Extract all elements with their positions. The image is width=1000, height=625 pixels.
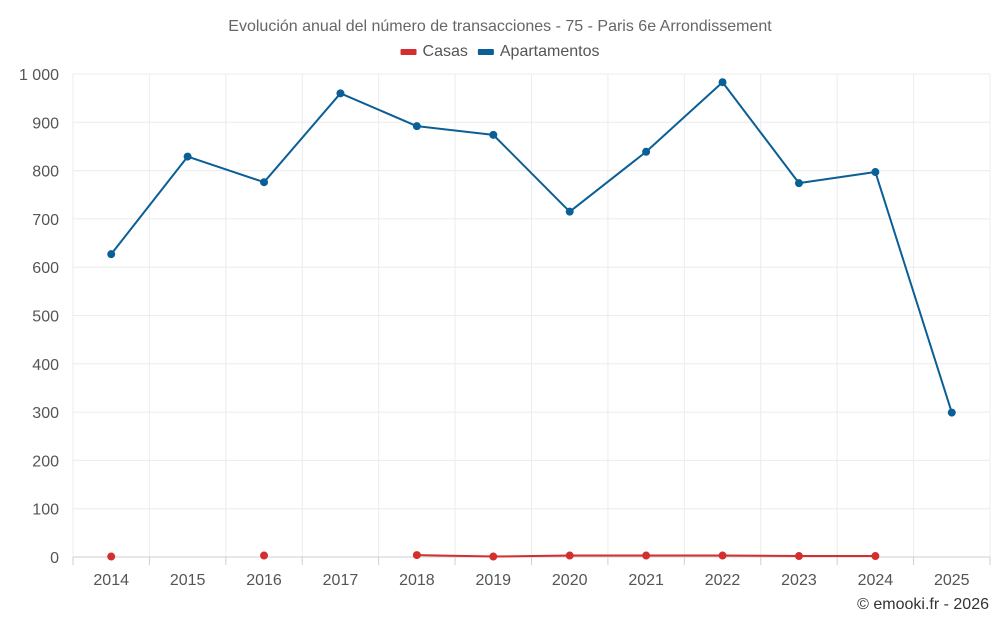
legend-item-casas[interactable]: Casas bbox=[400, 43, 468, 60]
series-apartamentos bbox=[107, 78, 956, 417]
data-point[interactable] bbox=[260, 178, 269, 187]
series-casas bbox=[107, 551, 880, 561]
series-line bbox=[110, 81, 953, 413]
x-tick-label: 2018 bbox=[399, 572, 435, 589]
y-tick-label: 900 bbox=[32, 115, 59, 132]
x-tick-label: 2020 bbox=[552, 572, 588, 589]
data-point[interactable] bbox=[412, 122, 421, 131]
y-tick-label: 1 000 bbox=[19, 67, 59, 84]
y-tick-label: 500 bbox=[32, 309, 59, 326]
data-point[interactable] bbox=[107, 552, 116, 561]
legend: Casas Apartamentos bbox=[400, 43, 600, 60]
data-point[interactable] bbox=[642, 147, 651, 156]
x-tick-label: 2022 bbox=[705, 572, 741, 589]
legend-swatch bbox=[400, 49, 417, 55]
data-point[interactable] bbox=[718, 78, 727, 87]
x-axis: 2014 2015 2016 2017 2018 2019 2020 2021 2022 2023… bbox=[72, 556, 991, 589]
y-tick-label: 0 bbox=[50, 550, 59, 567]
x-tick-label: 2023 bbox=[781, 572, 817, 589]
data-point[interactable] bbox=[871, 168, 880, 177]
y-tick-label: 800 bbox=[32, 164, 59, 181]
x-tick-label: 2025 bbox=[934, 572, 970, 589]
y-tick-label: 200 bbox=[32, 453, 59, 470]
x-tick-label: 2019 bbox=[475, 572, 511, 589]
data-point[interactable] bbox=[794, 552, 803, 561]
y-tick-label: 400 bbox=[32, 357, 59, 374]
legend-swatch bbox=[477, 49, 494, 55]
chart-title: Evolución anual del número de transaccio… bbox=[228, 18, 772, 35]
y-tick-label: 100 bbox=[32, 502, 59, 519]
x-tick-label: 2021 bbox=[628, 572, 664, 589]
x-tick-label: 2015 bbox=[170, 572, 206, 589]
data-point[interactable] bbox=[336, 89, 345, 98]
x-tick-label: 2024 bbox=[858, 572, 894, 589]
data-point[interactable] bbox=[260, 551, 269, 560]
data-point[interactable] bbox=[107, 250, 116, 259]
credit-text: © emooki.fr - 2026 bbox=[857, 596, 989, 613]
data-point[interactable] bbox=[565, 207, 574, 216]
legend-item-apartamentos[interactable]: Apartamentos bbox=[477, 43, 600, 60]
y-tick-label: 300 bbox=[32, 405, 59, 422]
x-tick-label: 2017 bbox=[323, 572, 359, 589]
data-point[interactable] bbox=[489, 130, 498, 139]
data-point[interactable] bbox=[412, 551, 421, 560]
data-point[interactable] bbox=[183, 152, 192, 161]
x-tick-label: 2016 bbox=[246, 572, 282, 589]
data-point[interactable] bbox=[871, 552, 880, 561]
y-axis: 0 100 200 300 400 500 600 700 800 900 1 000 bbox=[19, 67, 59, 567]
data-point[interactable] bbox=[642, 551, 651, 560]
legend-label: Casas bbox=[423, 43, 468, 60]
data-point[interactable] bbox=[489, 552, 498, 561]
grid bbox=[72, 73, 991, 557]
data-point[interactable] bbox=[794, 179, 803, 188]
data-point[interactable] bbox=[565, 551, 574, 560]
series-layer bbox=[107, 78, 956, 561]
data-point[interactable] bbox=[718, 551, 727, 560]
data-point[interactable] bbox=[947, 408, 956, 417]
y-tick-label: 600 bbox=[32, 260, 59, 277]
legend-label: Apartamentos bbox=[500, 43, 600, 60]
y-tick-label: 700 bbox=[32, 212, 59, 229]
x-tick-label: 2014 bbox=[93, 572, 129, 589]
